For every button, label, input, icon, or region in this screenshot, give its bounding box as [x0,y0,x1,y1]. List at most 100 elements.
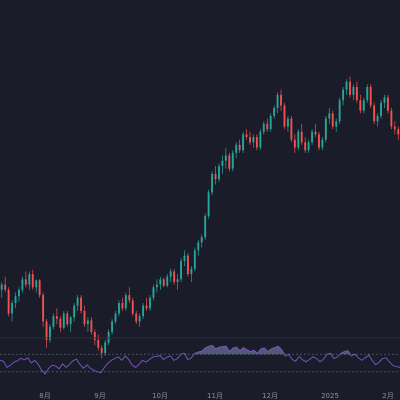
candle[interactable] [142,303,145,319]
candle[interactable] [111,318,114,335]
candle[interactable] [193,247,196,272]
candle[interactable] [166,274,169,288]
candle[interactable] [283,102,286,130]
candle[interactable] [211,171,214,195]
candle[interactable] [307,139,310,153]
candle[interactable] [383,94,386,109]
candle[interactable] [321,137,324,151]
candle[interactable] [18,287,20,302]
candle[interactable] [386,94,389,114]
candle[interactable] [190,266,193,282]
candle[interactable] [328,108,331,124]
candle[interactable] [390,108,393,130]
candle[interactable] [11,300,14,322]
candle[interactable] [183,250,186,267]
candle[interactable] [269,113,272,132]
candle[interactable] [324,115,327,143]
candle[interactable] [338,97,341,124]
candle[interactable] [286,115,289,132]
candle[interactable] [276,92,279,114]
candle[interactable] [76,295,79,311]
candle[interactable] [186,252,189,277]
candle[interactable] [176,274,179,290]
candle[interactable] [221,155,224,174]
candle[interactable] [169,268,172,282]
candle[interactable] [93,329,96,346]
candle[interactable] [28,271,31,290]
candle[interactable] [104,339,107,356]
candle[interactable] [238,139,241,153]
candle[interactable] [349,76,351,98]
candle[interactable] [352,84,355,101]
candle[interactable] [107,329,110,346]
candle[interactable] [162,277,165,288]
candle[interactable] [318,131,320,151]
candle[interactable] [173,268,176,285]
candle[interactable] [397,126,400,140]
candle[interactable] [197,239,200,256]
candle[interactable] [231,150,234,172]
candle[interactable] [245,129,248,140]
candle[interactable] [7,287,10,317]
candle[interactable] [66,310,69,327]
candle[interactable] [21,276,24,293]
candle[interactable] [362,97,365,114]
candle[interactable] [0,281,3,298]
candle[interactable] [152,284,155,301]
candle[interactable] [266,118,269,132]
candle[interactable] [97,334,100,351]
candle[interactable] [135,310,138,325]
candle[interactable] [155,279,158,293]
candle[interactable] [90,317,93,335]
candle[interactable] [335,118,338,132]
candle[interactable] [100,345,103,359]
candle[interactable] [38,279,41,298]
candle[interactable] [235,142,238,159]
candle[interactable] [369,84,372,109]
candle[interactable] [262,121,265,135]
candle[interactable] [376,113,379,127]
candle[interactable] [252,134,255,148]
candle[interactable] [24,271,27,288]
candle[interactable] [83,305,86,327]
candle[interactable] [4,276,7,293]
candle[interactable] [297,129,300,151]
candle[interactable] [149,295,151,311]
candle[interactable] [224,147,227,169]
candle[interactable] [300,123,303,145]
candle[interactable] [255,134,258,151]
candle[interactable] [14,292,17,309]
candle[interactable] [393,121,396,135]
candle[interactable] [86,317,89,332]
candle[interactable] [242,131,245,153]
candle[interactable] [228,152,231,172]
candle[interactable] [366,84,369,103]
candle[interactable] [131,297,134,317]
candle[interactable] [118,300,120,317]
candle[interactable] [214,166,217,185]
candle[interactable] [373,102,376,124]
candle[interactable] [380,100,382,119]
candle[interactable] [35,279,38,293]
rsi-pane[interactable] [0,344,400,375]
candle[interactable] [342,86,345,106]
candle[interactable] [259,129,262,151]
candle[interactable] [114,310,117,325]
candle[interactable] [331,110,334,130]
candle[interactable] [355,81,358,103]
candle[interactable] [218,163,220,182]
candle[interactable] [290,115,293,143]
candle[interactable] [69,316,72,332]
candle[interactable] [49,324,51,343]
candle[interactable] [207,189,210,219]
candle[interactable] [280,89,282,111]
candle[interactable] [80,295,82,314]
candle[interactable] [52,313,55,330]
candle[interactable] [121,297,124,311]
candle[interactable] [345,79,348,95]
price-pane[interactable] [0,76,400,359]
candle[interactable] [31,269,34,290]
candle[interactable] [200,234,203,248]
candle[interactable] [359,94,362,114]
